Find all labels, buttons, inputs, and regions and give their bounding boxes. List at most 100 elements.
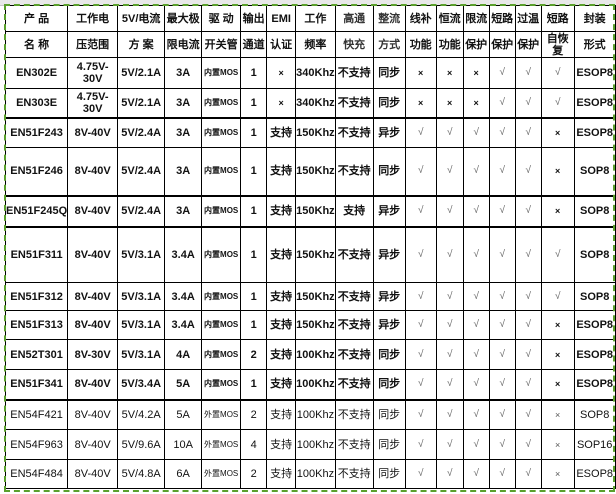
table-cell: 内置MOS — [201, 339, 242, 370]
table-cell: √ — [462, 194, 490, 227]
table-row: EN51F243 8V-40V 5V/2.4A 3A 内置MOS 1 支持 150Khz 不支持… — [4, 116, 616, 148]
table-cell: ESOP8 — [573, 369, 616, 400]
table-cell: 100Khz — [295, 339, 336, 370]
table-cell: 同步 — [372, 88, 406, 118]
table-cell: SOP8 — [573, 147, 616, 196]
table-cell: × — [266, 88, 297, 118]
table-cell: 支持 — [266, 339, 297, 370]
table-cell: √ — [488, 225, 516, 283]
table-cell: 5V/3.1A — [117, 339, 166, 370]
table-cell: 异步 — [372, 194, 406, 227]
table-cell: 3A — [164, 147, 203, 196]
table-cell: √ — [514, 369, 542, 400]
table-cell: 8V-40V — [67, 194, 119, 227]
table-cell: √ — [488, 429, 516, 460]
table-cell: 支持 — [266, 398, 297, 430]
table-cell: 5A — [164, 398, 203, 430]
table-cell: SOP8 — [573, 398, 616, 430]
table-cell: 不支持 — [334, 398, 374, 430]
table-cell: 3A — [164, 194, 203, 227]
table-cell: 340Khz — [295, 88, 336, 118]
table-cell: √ — [488, 116, 516, 148]
table-cell: √ — [462, 398, 490, 430]
table-cell: 100Khz — [295, 459, 336, 489]
header-cell: 形式 — [573, 31, 616, 58]
header-row: 产 品工作电 5V/电流 最大极驱 动输出 EMI 工作 高通 整流 线补 恒流 限流 短路 过温 短路… — [4, 5, 616, 32]
table-cell: ESOP8 — [573, 57, 616, 89]
table-cell: × — [540, 147, 575, 196]
header-cell: 保护 — [462, 31, 490, 58]
table-cell: 8V-40V — [67, 282, 119, 311]
table-cell: 8V-40V — [67, 147, 119, 196]
product-name-cell: EN51F243 — [4, 116, 69, 148]
header-cell: 功能 — [435, 31, 464, 58]
table-cell: √ — [435, 369, 464, 400]
table-cell: ESOP8 — [573, 339, 616, 370]
table-cell: √ — [435, 310, 464, 340]
table-cell: √ — [435, 194, 464, 227]
table-cell: 5V/2.1A — [117, 57, 166, 89]
table-cell: 不支持 — [334, 310, 374, 340]
table-cell: √ — [488, 459, 516, 489]
table-cell: √ — [514, 194, 542, 227]
table-cell: 5V/3.1A — [117, 310, 166, 340]
header-cell: 自恢复 — [540, 31, 575, 58]
table-cell: 不支持 — [334, 57, 374, 89]
table-cell: 同步 — [372, 459, 406, 489]
table-row: EN51F246 8V-40V 5V/2.4A 3A 内置MOS 1 支持 150Khz 不支持… — [4, 147, 616, 196]
table-cell: √ — [462, 282, 490, 311]
table-cell: 同步 — [372, 57, 406, 89]
header-cell: 保护 — [514, 31, 542, 58]
table-cell: 异步 — [372, 310, 406, 340]
table-cell: 外置MOS — [201, 398, 242, 430]
table-cell: √ — [462, 339, 490, 370]
table-cell: 8V-40V — [67, 459, 119, 489]
table-cell: ESOP8 — [573, 88, 616, 118]
table-cell: 支持 — [266, 194, 297, 227]
table-cell: √ — [514, 147, 542, 196]
table-cell: 4 — [240, 429, 268, 460]
header-cell: 通道 — [240, 31, 268, 58]
table-cell: √ — [488, 369, 516, 400]
table-cell: √ — [540, 88, 575, 118]
table-cell: 外置MOS — [201, 429, 242, 460]
table-cell: √ — [540, 282, 575, 311]
table-cell: √ — [540, 225, 575, 283]
table-cell: 1 — [240, 194, 268, 227]
table-cell: 2 — [240, 459, 268, 489]
table-cell: 不支持 — [334, 369, 374, 400]
table-cell: 150Khz — [295, 282, 336, 311]
table-cell: × — [404, 57, 437, 89]
table-cell: 6A — [164, 459, 203, 489]
table-cell: 5V/2.4A — [117, 116, 166, 148]
table-cell: × — [462, 57, 490, 89]
header-row: 名 称压范围方 案限电流 开关管 通道 认证 频率 快充 方式 功能 功能 保护 保护 保护 自恢复 形式 — [4, 31, 616, 58]
spec-table-container: 产 品工作电 5V/电流 最大极驱 动输出 EMI 工作 高通 整流 线补 恒流 限流 短路 过温 短路… — [4, 5, 616, 489]
table-cell: 支持 — [266, 310, 297, 340]
product-name-cell: EN51F246 — [4, 147, 69, 196]
header-cell: 最大极 — [164, 5, 203, 32]
table-cell: × — [540, 194, 575, 227]
table-cell: √ — [404, 429, 437, 460]
product-name-cell: EN54F963 — [4, 429, 69, 460]
table-cell: √ — [462, 147, 490, 196]
table-cell: √ — [404, 310, 437, 340]
table-cell: × — [540, 429, 575, 460]
table-cell: 1 — [240, 88, 268, 118]
table-cell: 5V/4.2A — [117, 398, 166, 430]
table-cell: √ — [435, 429, 464, 460]
table-cell: √ — [404, 459, 437, 489]
table-cell: × — [540, 459, 575, 489]
table-cell: √ — [435, 398, 464, 430]
table-cell: 异步 — [372, 116, 406, 148]
table-cell: √ — [404, 225, 437, 283]
table-cell: 2 — [240, 339, 268, 370]
table-cell: √ — [514, 398, 542, 430]
table-cell: 3.4A — [164, 310, 203, 340]
table-cell: 内置MOS — [201, 282, 242, 311]
table-cell: √ — [462, 310, 490, 340]
product-name-cell: EN51F341 — [4, 369, 69, 400]
table-cell: √ — [404, 339, 437, 370]
table-cell: √ — [404, 398, 437, 430]
table-cell: 8V-30V — [67, 339, 119, 370]
